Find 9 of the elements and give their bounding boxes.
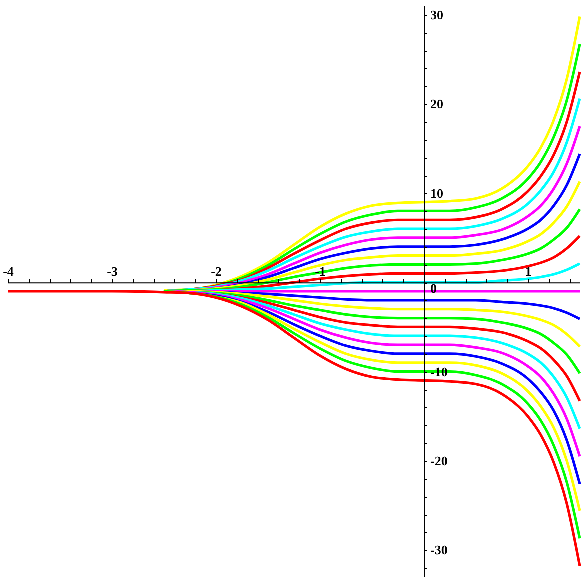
x-tick-label: -4 <box>3 264 14 280</box>
y-tick-label: -30 <box>430 542 448 558</box>
x-tick-label: -3 <box>107 264 118 280</box>
y-tick-label: 10 <box>430 186 444 201</box>
y-tick-label: 30 <box>430 7 444 22</box>
x-tick-label: 1 <box>525 264 532 280</box>
y-tick-label: 20 <box>430 96 444 112</box>
x-tick-label: -2 <box>211 264 222 280</box>
y-tick-label: -20 <box>430 454 448 469</box>
